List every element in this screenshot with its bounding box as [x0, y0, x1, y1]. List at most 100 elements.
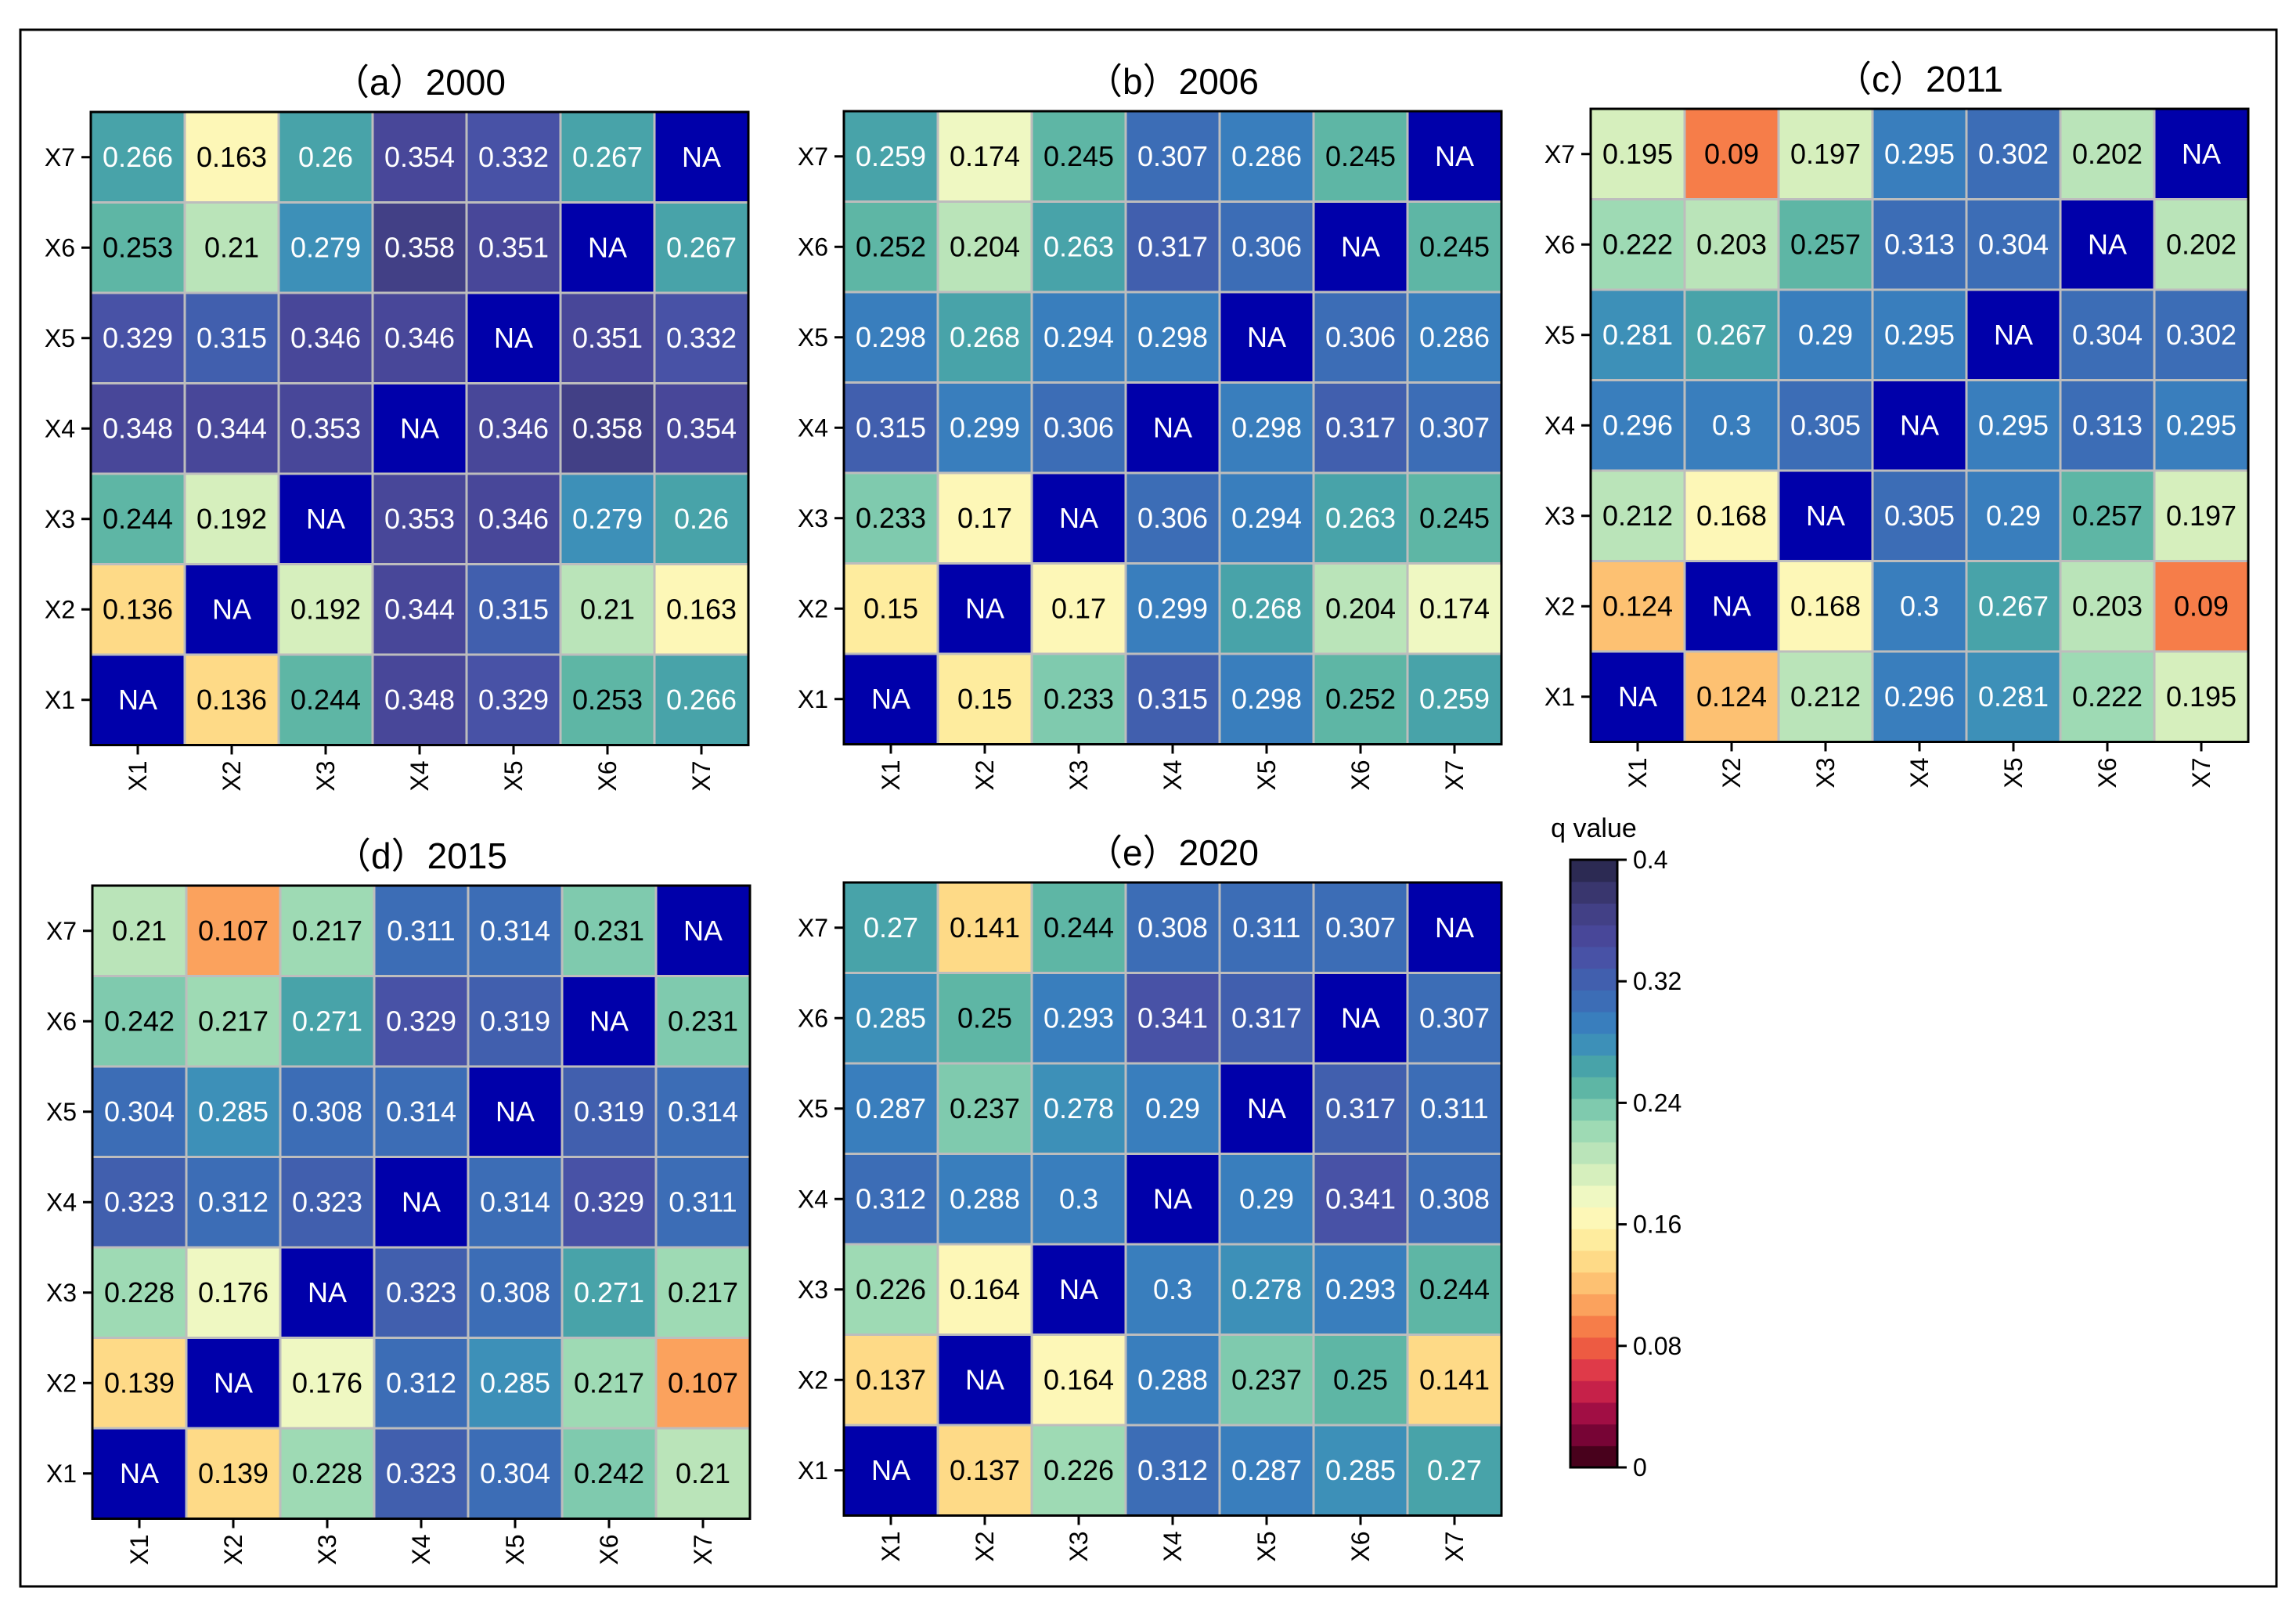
- heatmap-cell: [1312, 1243, 1409, 1336]
- colorbar-segment: [1570, 946, 1617, 969]
- cell-value-label: NA: [1435, 140, 1474, 172]
- cell-value-label: NA: [1153, 1182, 1192, 1214]
- y-tick-label: X7: [798, 914, 828, 942]
- cell-value-label: 0.244: [103, 503, 173, 535]
- cell-value-label: 0.228: [292, 1457, 362, 1489]
- cell-value-label: 0.329: [386, 1005, 456, 1037]
- cell-value-label: 0.279: [290, 231, 361, 263]
- cell-value-label: 0.136: [103, 593, 173, 625]
- heatmap-cell: [183, 291, 280, 384]
- cell-value-label: 0.203: [1696, 228, 1767, 260]
- y-tick-label: X5: [45, 324, 75, 352]
- heatmap-cell: [1406, 1062, 1503, 1155]
- cell-value-label: 0.317: [1137, 230, 1208, 262]
- panel-title: （b）2006: [1087, 61, 1259, 102]
- heatmap-cell: [1871, 379, 1968, 472]
- colorbar-segment: [1570, 990, 1617, 1012]
- cell-value-label: 0.267: [572, 141, 643, 173]
- cell-value-label: 0.163: [666, 593, 737, 625]
- cell-value-label: 0.27: [1427, 1454, 1482, 1486]
- cell-value-label: 0.329: [574, 1186, 644, 1218]
- cell-value-label: 0.21: [676, 1457, 730, 1489]
- heatmap-cell: [936, 1062, 1033, 1155]
- cell-value-label: 0.263: [1325, 502, 1396, 534]
- panel-title: （c）2011: [1836, 59, 2003, 99]
- heatmap-cell: [277, 563, 374, 656]
- cell-value-label: 0.319: [574, 1095, 644, 1128]
- heatmap-cell: [373, 1246, 470, 1339]
- cell-value-label: 0.344: [384, 593, 455, 625]
- cell-value-label: 0.314: [480, 1186, 550, 1218]
- cell-value-label: 0.25: [1333, 1363, 1388, 1395]
- cell-value-label: 0.281: [1978, 680, 2049, 713]
- cell-value-label: 0.329: [103, 322, 173, 354]
- colorbar-segment: [1570, 1164, 1617, 1186]
- y-tick-label: X6: [798, 1004, 828, 1032]
- cell-value-label: 0.267: [1978, 590, 2049, 622]
- cell-value-label: 0.197: [1790, 138, 1861, 170]
- heatmap-cell: [1406, 381, 1503, 475]
- cell-value-label: 0.296: [1884, 680, 1955, 713]
- cell-value-label: 0.354: [384, 141, 455, 173]
- y-tick-label: X2: [798, 1366, 828, 1394]
- colorbar-tick-label: 0: [1633, 1453, 1647, 1481]
- cell-value-label: 0.267: [666, 231, 737, 263]
- x-tick-label: X4: [405, 761, 434, 792]
- cell-value-label: NA: [965, 1363, 1004, 1395]
- cell-value-label: 0.313: [2072, 409, 2143, 441]
- cell-value-label: 0.346: [290, 322, 361, 354]
- heatmap-cell: [936, 1243, 1033, 1336]
- cell-value-label: NA: [494, 322, 533, 354]
- cell-value-label: NA: [1618, 680, 1657, 713]
- cell-value-label: 0.268: [950, 321, 1020, 353]
- heatmap-cell: [467, 1156, 564, 1249]
- cell-value-label: 0.253: [572, 684, 643, 716]
- heatmap-cell: [183, 563, 280, 656]
- heatmap-panel-5: （e）2020 0.27 0.141 0.244 0.308 0.311 0.307 NA 0.…: [798, 832, 1503, 1562]
- cell-value-label: 0.317: [1231, 1001, 1302, 1034]
- cell-value-label: 0.09: [2174, 590, 2229, 622]
- heatmap-cell: [467, 1337, 564, 1430]
- heatmap-cell: [185, 1156, 282, 1249]
- heatmap-cell: [277, 653, 374, 746]
- cell-value-label: 0.308: [1137, 911, 1208, 944]
- cell-value-label: 0.141: [1419, 1363, 1490, 1395]
- cell-value-label: 0.233: [1043, 683, 1114, 715]
- cell-value-label: NA: [588, 231, 627, 263]
- cell-value-label: 0.136: [196, 684, 267, 716]
- cell-value-label: 0.29: [1239, 1182, 1294, 1214]
- x-tick-label: X3: [312, 761, 340, 792]
- cell-value-label: 0.268: [1231, 592, 1302, 624]
- colorbar-segment: [1570, 1055, 1617, 1077]
- cell-value-label: 0.311: [1420, 1092, 1488, 1124]
- heatmap-cell: [1030, 381, 1127, 475]
- cell-value-label: 0.15: [863, 592, 918, 624]
- cell-value-label: 0.29: [1798, 319, 1853, 351]
- colorbar-segment: [1570, 1012, 1617, 1034]
- heatmap-cell: [2059, 198, 2156, 291]
- cell-value-label: 0.314: [668, 1095, 738, 1128]
- cell-value-label: 0.306: [1043, 411, 1114, 443]
- cell-value-label: 0.245: [1043, 140, 1114, 172]
- heatmap-cell: [277, 472, 374, 565]
- cell-value-label: 0.353: [290, 412, 361, 444]
- colorbar-segment: [1570, 1402, 1617, 1425]
- cell-value-label: NA: [1059, 1273, 1098, 1305]
- y-tick-label: X3: [798, 504, 828, 532]
- cell-value-label: 0.353: [384, 503, 455, 535]
- cell-value-label: 0.346: [384, 322, 455, 354]
- cell-value-label: NA: [1900, 409, 1939, 441]
- cell-value-label: NA: [871, 1454, 910, 1486]
- x-tick-label: X3: [1065, 1532, 1093, 1562]
- heatmap-cell: [1777, 288, 1874, 381]
- heatmap-cell: [842, 1153, 939, 1246]
- heatmap-cell: [465, 653, 562, 746]
- cell-value-label: 0.295: [1978, 409, 2049, 441]
- heatmap-cell: [1030, 562, 1127, 655]
- cell-value-label: 0.307: [1137, 140, 1208, 172]
- cell-value-label: NA: [682, 141, 721, 173]
- colorbar-tick-label: 0.16: [1633, 1211, 1681, 1239]
- colorbar-segment: [1570, 1359, 1617, 1381]
- cell-value-label: 0.212: [1790, 680, 1861, 713]
- heatmap-cell: [373, 1156, 470, 1249]
